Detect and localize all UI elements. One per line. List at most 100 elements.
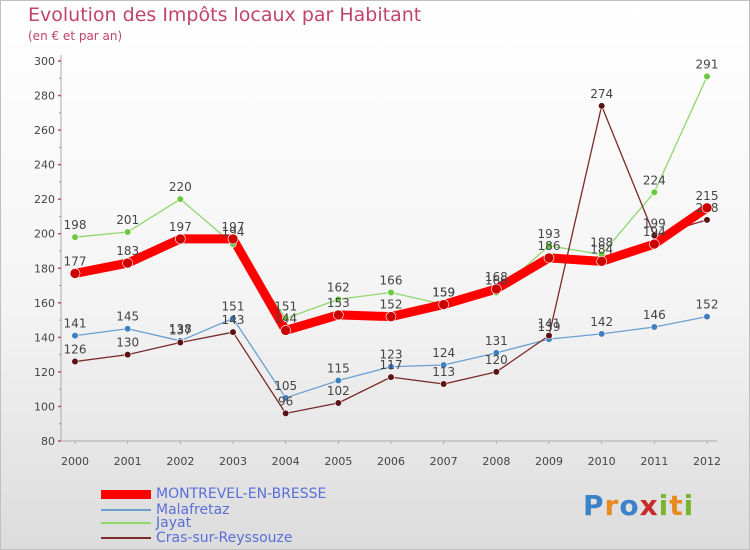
data-label-montrevel-en-bresse: 159 [432, 286, 455, 300]
data-label-cras-sur-reyssouze: 126 [64, 343, 87, 357]
data-point-malafretaz [440, 361, 448, 369]
legend-item-cras-sur-reyssouze: Cras-sur-Reyssouze [101, 530, 293, 546]
data-label-malafretaz: 105 [274, 379, 297, 393]
data-point-cras-sur-reyssouze [124, 351, 132, 359]
x-tick-label: 2004 [272, 455, 300, 468]
data-label-jayat: 194 [222, 225, 245, 239]
legend-swatch [101, 489, 151, 499]
data-point-malafretaz [650, 323, 658, 331]
x-tick-label: 2012 [693, 455, 721, 468]
data-label-jayat: 159 [432, 286, 455, 300]
data-point-jayat [334, 295, 342, 303]
data-point-cras-sur-reyssouze [703, 216, 711, 224]
y-tick-label: 280 [34, 90, 55, 103]
data-label-cras-sur-reyssouze: 96 [278, 394, 293, 408]
data-label-malafretaz: 146 [643, 308, 666, 322]
data-label-jayat: 198 [64, 218, 87, 232]
data-point-jayat [703, 72, 711, 81]
data-label-montrevel-en-bresse: 183 [116, 244, 139, 258]
data-point-montrevel-en-bresse [701, 202, 713, 214]
data-point-montrevel-en-bresse [649, 238, 660, 250]
data-point-montrevel-en-bresse [596, 256, 607, 267]
data-label-malafretaz: 141 [64, 317, 87, 331]
data-label-montrevel-en-bresse: 144 [274, 311, 297, 325]
data-label-cras-sur-reyssouze: 141 [538, 317, 561, 331]
data-point-montrevel-en-bresse [491, 283, 502, 295]
proxiti-logo: Proxiti [583, 489, 694, 522]
data-label-jayat: 188 [590, 235, 613, 249]
data-label-malafretaz: 124 [432, 346, 455, 360]
x-tick-label: 2010 [588, 455, 616, 468]
x-tick-label: 2002 [166, 455, 194, 468]
y-tick-label: 140 [34, 331, 55, 344]
y-tick-label: 240 [34, 159, 55, 172]
data-point-cras-sur-reyssouze [71, 357, 79, 366]
data-label-malafretaz: 138 [169, 322, 192, 336]
data-point-cras-sur-reyssouze [387, 373, 395, 381]
y-tick-label: 180 [34, 262, 55, 275]
data-label-cras-sur-reyssouze: 199 [643, 216, 666, 230]
y-tick-label: 160 [34, 297, 55, 310]
data-point-jayat [282, 314, 290, 322]
data-point-jayat [387, 288, 395, 297]
data-point-jayat [71, 233, 79, 241]
data-point-malafretaz [229, 314, 237, 322]
data-point-montrevel-en-bresse [385, 311, 397, 322]
data-point-cras-sur-reyssouze [176, 338, 184, 347]
x-tick-label: 2001 [114, 455, 142, 468]
data-label-malafretaz: 123 [380, 348, 403, 362]
data-point-montrevel-en-bresse [175, 233, 186, 245]
chart-subtitle: (en € et par an) [28, 29, 123, 43]
data-label-malafretaz: 115 [327, 362, 350, 376]
data-point-montrevel-en-bresse [69, 268, 81, 279]
y-tick-label: 200 [34, 228, 55, 241]
data-point-cras-sur-reyssouze [545, 332, 553, 340]
data-label-montrevel-en-bresse: 184 [590, 242, 613, 256]
x-tick-label: 2008 [482, 455, 510, 468]
data-label-montrevel-en-bresse: 215 [696, 189, 719, 203]
data-label-jayat: 193 [538, 227, 561, 241]
y-tick-label: 220 [34, 193, 55, 206]
y-tick-label: 120 [34, 366, 55, 379]
data-label-malafretaz: 139 [538, 320, 561, 334]
y-tick-label: 260 [34, 124, 55, 137]
x-tick-label: 2000 [61, 455, 89, 468]
legend-swatch [101, 537, 151, 539]
data-label-montrevel-en-bresse: 177 [64, 254, 87, 268]
data-point-cras-sur-reyssouze [598, 102, 606, 110]
data-point-malafretaz [334, 376, 342, 385]
data-point-montrevel-en-bresse [543, 252, 555, 264]
data-point-malafretaz [71, 332, 79, 340]
data-point-malafretaz [492, 349, 500, 357]
legend-item-malafretaz: Malafretaz [101, 502, 230, 518]
data-point-jayat [545, 242, 553, 250]
data-point-montrevel-en-bresse [122, 257, 133, 269]
data-label-montrevel-en-bresse: 152 [380, 298, 403, 312]
data-point-malafretaz [598, 330, 606, 338]
legend-label: Jayat [156, 515, 192, 531]
logo-letter: i [658, 489, 670, 522]
data-label-montrevel-en-bresse: 153 [327, 296, 350, 310]
logo-letter: t [669, 489, 684, 522]
data-point-jayat [124, 228, 132, 236]
data-label-jayat: 224 [643, 173, 666, 187]
data-label-montrevel-en-bresse: 197 [169, 220, 192, 234]
data-label-cras-sur-reyssouze: 137 [169, 324, 192, 338]
data-label-cras-sur-reyssouze: 143 [222, 313, 245, 327]
data-point-malafretaz [124, 325, 132, 333]
data-label-malafretaz: 145 [116, 310, 139, 324]
data-point-malafretaz [703, 313, 711, 321]
legend-swatch [101, 509, 151, 511]
data-point-montrevel-en-bresse [333, 309, 344, 321]
data-point-montrevel-en-bresse [227, 233, 239, 245]
data-label-jayat: 151 [274, 299, 297, 313]
data-label-cras-sur-reyssouze: 102 [327, 384, 350, 398]
data-point-cras-sur-reyssouze [492, 368, 500, 376]
logo-letter: P [583, 489, 605, 522]
data-label-jayat: 166 [485, 273, 508, 287]
data-point-cras-sur-reyssouze [282, 409, 290, 417]
y-tick-label: 300 [34, 55, 55, 68]
x-tick-label: 2003 [219, 455, 247, 468]
data-label-montrevel-en-bresse: 197 [222, 220, 245, 234]
